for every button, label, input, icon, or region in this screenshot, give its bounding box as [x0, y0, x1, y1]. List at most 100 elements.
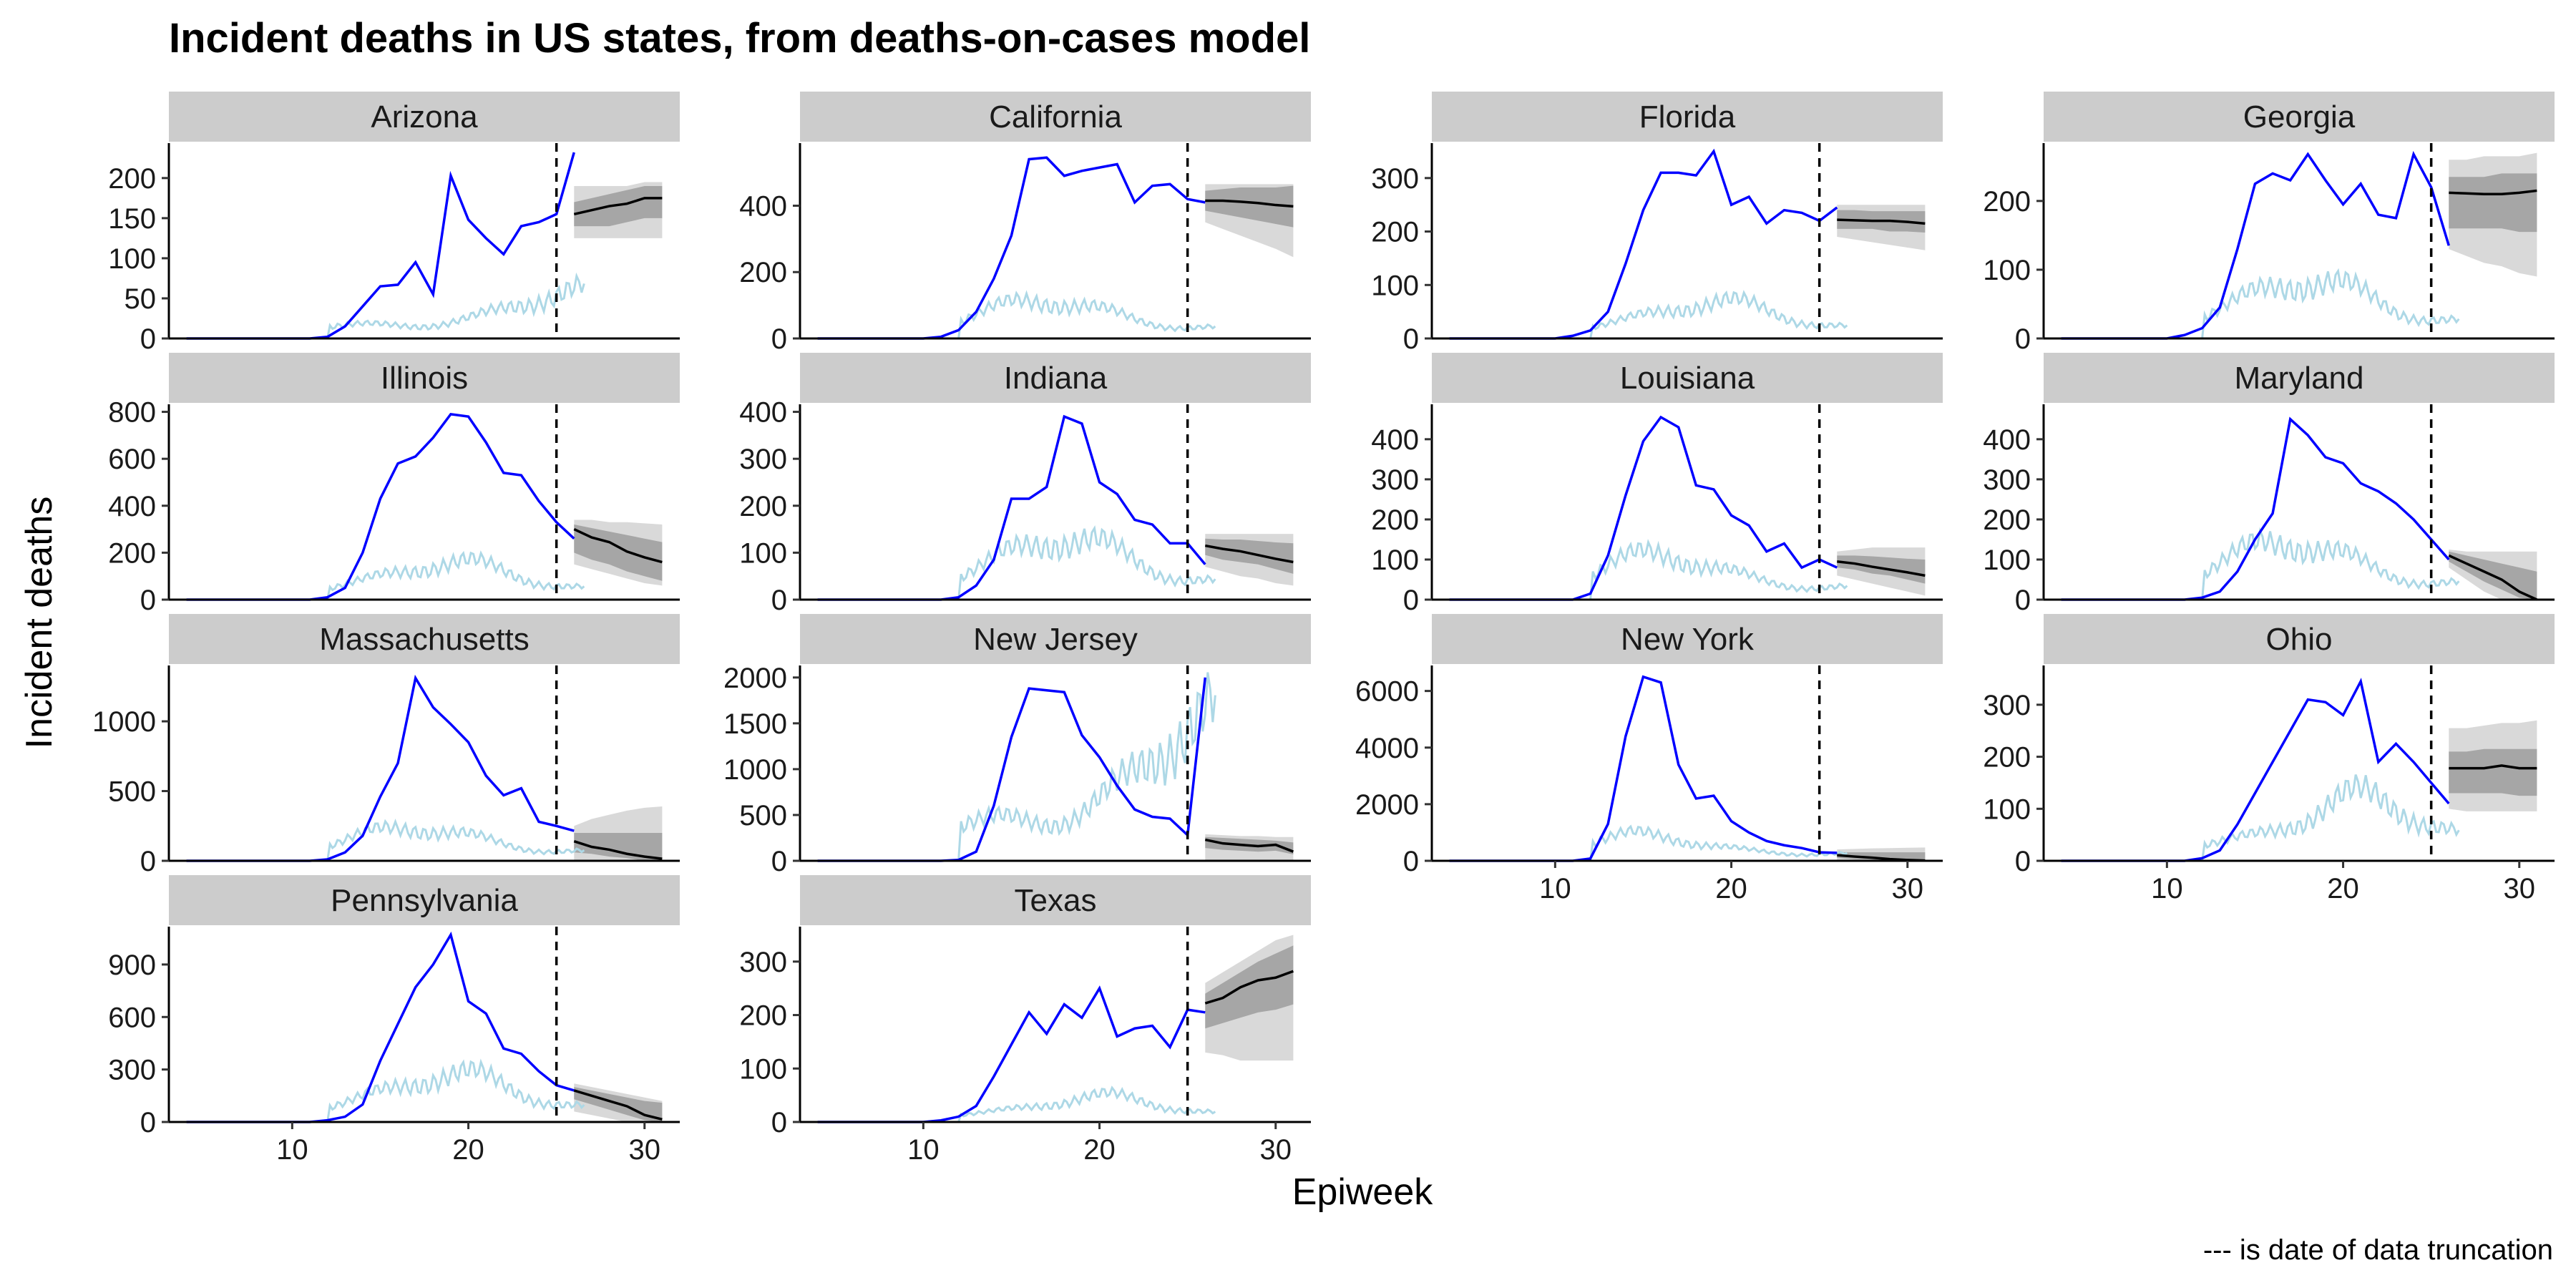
panel-texas: Texas 0 100 200 300 10 20 30 — [739, 875, 1311, 1166]
weekly-deaths-line — [817, 677, 1207, 862]
y-tick-label: 2000 — [723, 663, 787, 694]
x-tick-label: 20 — [1083, 1134, 1116, 1166]
forecast-inner-band — [2449, 173, 2537, 233]
strip-arizona — [169, 92, 680, 142]
x-tick-label: 10 — [907, 1134, 940, 1166]
y-axis-title: Incident deaths — [19, 497, 60, 749]
y-tick-label: 200 — [108, 537, 156, 569]
y-tick-label: 200 — [1983, 504, 2031, 536]
daily-deaths-line — [817, 290, 1216, 340]
y-tick-label: 300 — [1371, 464, 1419, 496]
forecast-inner-band — [1205, 538, 1294, 574]
strip-label: New York — [1621, 622, 1755, 657]
forecast-median-line — [573, 840, 663, 860]
strip-indiana — [800, 353, 1311, 403]
y-tick-label: 0 — [140, 323, 156, 355]
strip-label: New Jersey — [973, 622, 1138, 657]
y-tick-label: 200 — [739, 257, 787, 288]
daily-deaths-line — [1449, 290, 1848, 340]
daily-deaths-line — [1449, 539, 1848, 601]
truncation-caption: --- is date of data truncation — [2203, 1234, 2553, 1266]
strip-label: Illinois — [381, 361, 468, 396]
y-tick-label: 1500 — [723, 708, 787, 740]
facet-panels: Arizona050100150200California0200400Flor… — [92, 92, 2555, 1166]
daily-deaths-line — [2061, 527, 2460, 601]
strip-texas — [800, 875, 1311, 925]
panel-arizona: Arizona 0 50 100 150 200 — [108, 92, 680, 355]
y-tick-label: 400 — [1371, 424, 1419, 456]
y-tick-label: 500 — [739, 800, 787, 831]
daily-deaths-line — [186, 550, 585, 601]
strip-label: Florida — [1639, 99, 1736, 135]
forecast-median-line — [573, 197, 663, 215]
strip-ohio — [2044, 614, 2555, 664]
y-tick-label: 300 — [108, 1055, 156, 1086]
y-tick-label: 500 — [108, 776, 156, 808]
forecast-inner-band — [1205, 945, 1294, 1029]
x-tick-label: 20 — [1715, 873, 1747, 904]
strip-label: California — [989, 99, 1122, 135]
x-tick-label: 30 — [2504, 873, 2536, 904]
y-tick-label: 300 — [1983, 464, 2031, 496]
panel-maryland: Maryland 0 100 200 300 400 — [1983, 353, 2555, 616]
x-tick-label: 10 — [2151, 873, 2183, 904]
y-tick-label: 100 — [739, 1053, 787, 1085]
y-tick-label: 100 — [1983, 545, 2031, 576]
strip-florida — [1432, 92, 1943, 142]
y-tick-label: 6000 — [1355, 676, 1419, 708]
y-tick-label: 150 — [108, 203, 156, 235]
y-tick-label: 800 — [108, 397, 156, 429]
y-tick-label: 0 — [771, 585, 787, 616]
y-tick-label: 200 — [1371, 504, 1419, 536]
x-tick-label: 30 — [1260, 1134, 1292, 1166]
panel-pennsylvania: Pennsylvania 0 300 600 900 10 20 30 — [108, 875, 680, 1166]
strip-label: Georgia — [2243, 99, 2356, 135]
weekly-deaths-line — [817, 985, 1206, 1123]
strip-louisiana — [1432, 353, 1943, 403]
weekly-deaths-line — [1449, 148, 1838, 340]
y-tick-label: 0 — [771, 846, 787, 877]
y-tick-label: 200 — [739, 1000, 787, 1032]
y-tick-label: 300 — [739, 947, 787, 978]
x-tick-label: 20 — [452, 1134, 484, 1166]
forecast-median-line — [1837, 560, 1926, 577]
x-tick-label: 20 — [2327, 873, 2359, 904]
forecast-median-line — [573, 527, 663, 564]
daily-deaths-line — [817, 672, 1216, 862]
weekly-deaths-line — [1449, 415, 1838, 601]
y-tick-label: 50 — [125, 283, 157, 315]
y-tick-label: 0 — [1403, 585, 1419, 616]
y-tick-label: 100 — [108, 243, 156, 275]
y-tick-label: 100 — [1371, 545, 1419, 576]
y-tick-label: 0 — [1403, 846, 1419, 877]
y-tick-label: 400 — [108, 491, 156, 522]
forecast-inner-band — [2449, 748, 2537, 796]
strip-new-york — [1432, 614, 1943, 664]
y-tick-label: 200 — [108, 163, 156, 195]
strip-label: Arizona — [371, 99, 478, 135]
x-tick-label: 30 — [1892, 873, 1924, 904]
panel-new-jersey: New Jersey 0 500 1000 1500 2000 — [723, 614, 1311, 877]
y-tick-label: 0 — [140, 846, 156, 877]
y-tick-label: 300 — [1371, 163, 1419, 195]
strip-label: Texas — [1015, 883, 1097, 918]
y-tick-label: 1000 — [92, 706, 156, 738]
y-tick-label: 200 — [1371, 217, 1419, 248]
strip-label: Massachusetts — [319, 622, 529, 657]
weekly-deaths-line — [817, 156, 1206, 340]
panel-indiana: Indiana 0 100 200 300 400 — [739, 353, 1311, 616]
y-tick-label: 1000 — [723, 754, 787, 786]
y-tick-label: 200 — [739, 491, 787, 522]
forecast-median-line — [573, 1089, 663, 1121]
strip-label: Pennsylvania — [331, 883, 518, 918]
y-tick-label: 100 — [1983, 794, 2031, 825]
strip-pennsylvania — [169, 875, 680, 925]
strip-label: Ohio — [2266, 622, 2333, 657]
forecast-median-line — [1204, 544, 1294, 564]
daily-deaths-line — [817, 1085, 1216, 1123]
daily-deaths-line — [186, 1058, 585, 1123]
forecast-median-line — [1204, 838, 1294, 853]
y-tick-label: 0 — [140, 585, 156, 616]
strip-massachusetts — [169, 614, 680, 664]
